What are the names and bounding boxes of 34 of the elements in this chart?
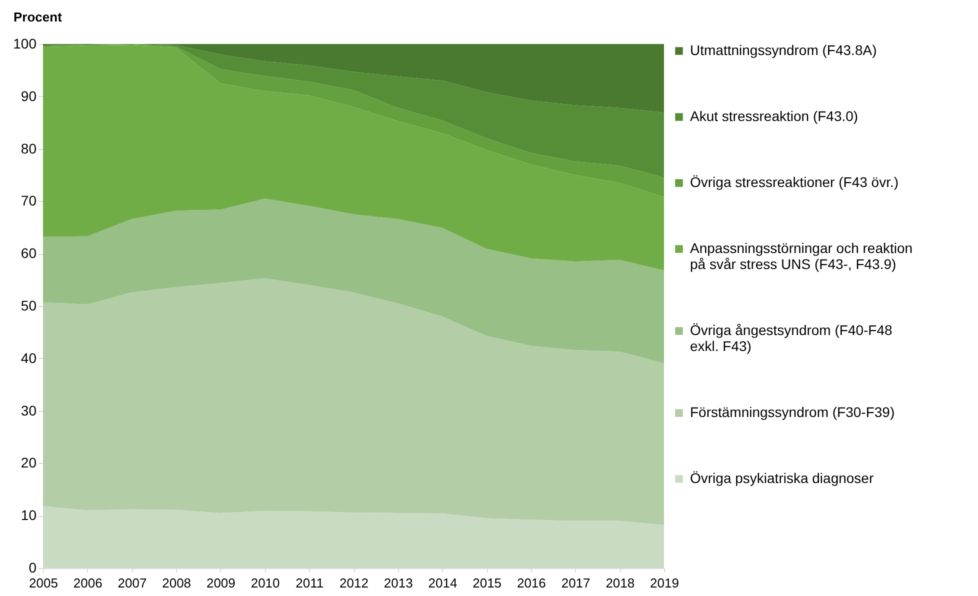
x-tick-label: 2009 bbox=[206, 576, 236, 590]
x-tick-label: 2015 bbox=[472, 576, 502, 590]
x-tick-label: 2018 bbox=[606, 576, 635, 590]
y-axis-title: Procent bbox=[14, 10, 63, 24]
legend-label: Anpassningsstörningar och reaktion på svår stress UNS (F43-, F43.9) bbox=[690, 240, 913, 272]
x-tick-label: 2011 bbox=[296, 576, 324, 590]
x-tick-label: 2014 bbox=[428, 576, 458, 590]
y-tick-label: 0 bbox=[28, 560, 37, 576]
x-tick-label: 2012 bbox=[340, 576, 368, 590]
y-tick-label: 50 bbox=[20, 298, 37, 314]
y-tick-label: 30 bbox=[20, 402, 37, 418]
x-tick-label: 2006 bbox=[73, 576, 102, 590]
x-tick-label: 2005 bbox=[29, 576, 58, 590]
y-tick-label: 40 bbox=[20, 350, 37, 366]
legend-label: Utmattningssyndrom (F43.8A) bbox=[690, 42, 877, 58]
x-tick-label: 2017 bbox=[561, 576, 590, 590]
legend-label: Akut stressreaktion (F43.0) bbox=[690, 108, 858, 124]
x-tick-label: 2013 bbox=[384, 576, 413, 590]
y-tick-label: 100 bbox=[13, 36, 37, 52]
x-tick-label: 2007 bbox=[118, 576, 147, 590]
y-tick-label: 90 bbox=[20, 88, 37, 104]
legend-label: Övriga stressreaktioner (F43 övr.) bbox=[690, 174, 899, 190]
x-tick-label: 2019 bbox=[650, 576, 679, 590]
x-tick-label: 2008 bbox=[162, 576, 192, 590]
legend-label: Förstämningssyndrom (F30-F39) bbox=[690, 404, 895, 420]
y-tick-label: 20 bbox=[20, 454, 37, 471]
y-tick-label: 70 bbox=[20, 192, 37, 209]
legend-label: Övriga ångestsyndrom (F40-F48 exkl. F43) bbox=[690, 322, 893, 354]
legend-label: Övriga psykiatriska diagnoser bbox=[690, 470, 874, 486]
x-tick-label: 2010 bbox=[250, 576, 280, 590]
y-tick-label: 80 bbox=[20, 140, 37, 156]
y-tick-label: 10 bbox=[20, 507, 37, 524]
y-tick-label: 60 bbox=[20, 245, 37, 262]
x-tick-label: 2016 bbox=[516, 576, 546, 590]
